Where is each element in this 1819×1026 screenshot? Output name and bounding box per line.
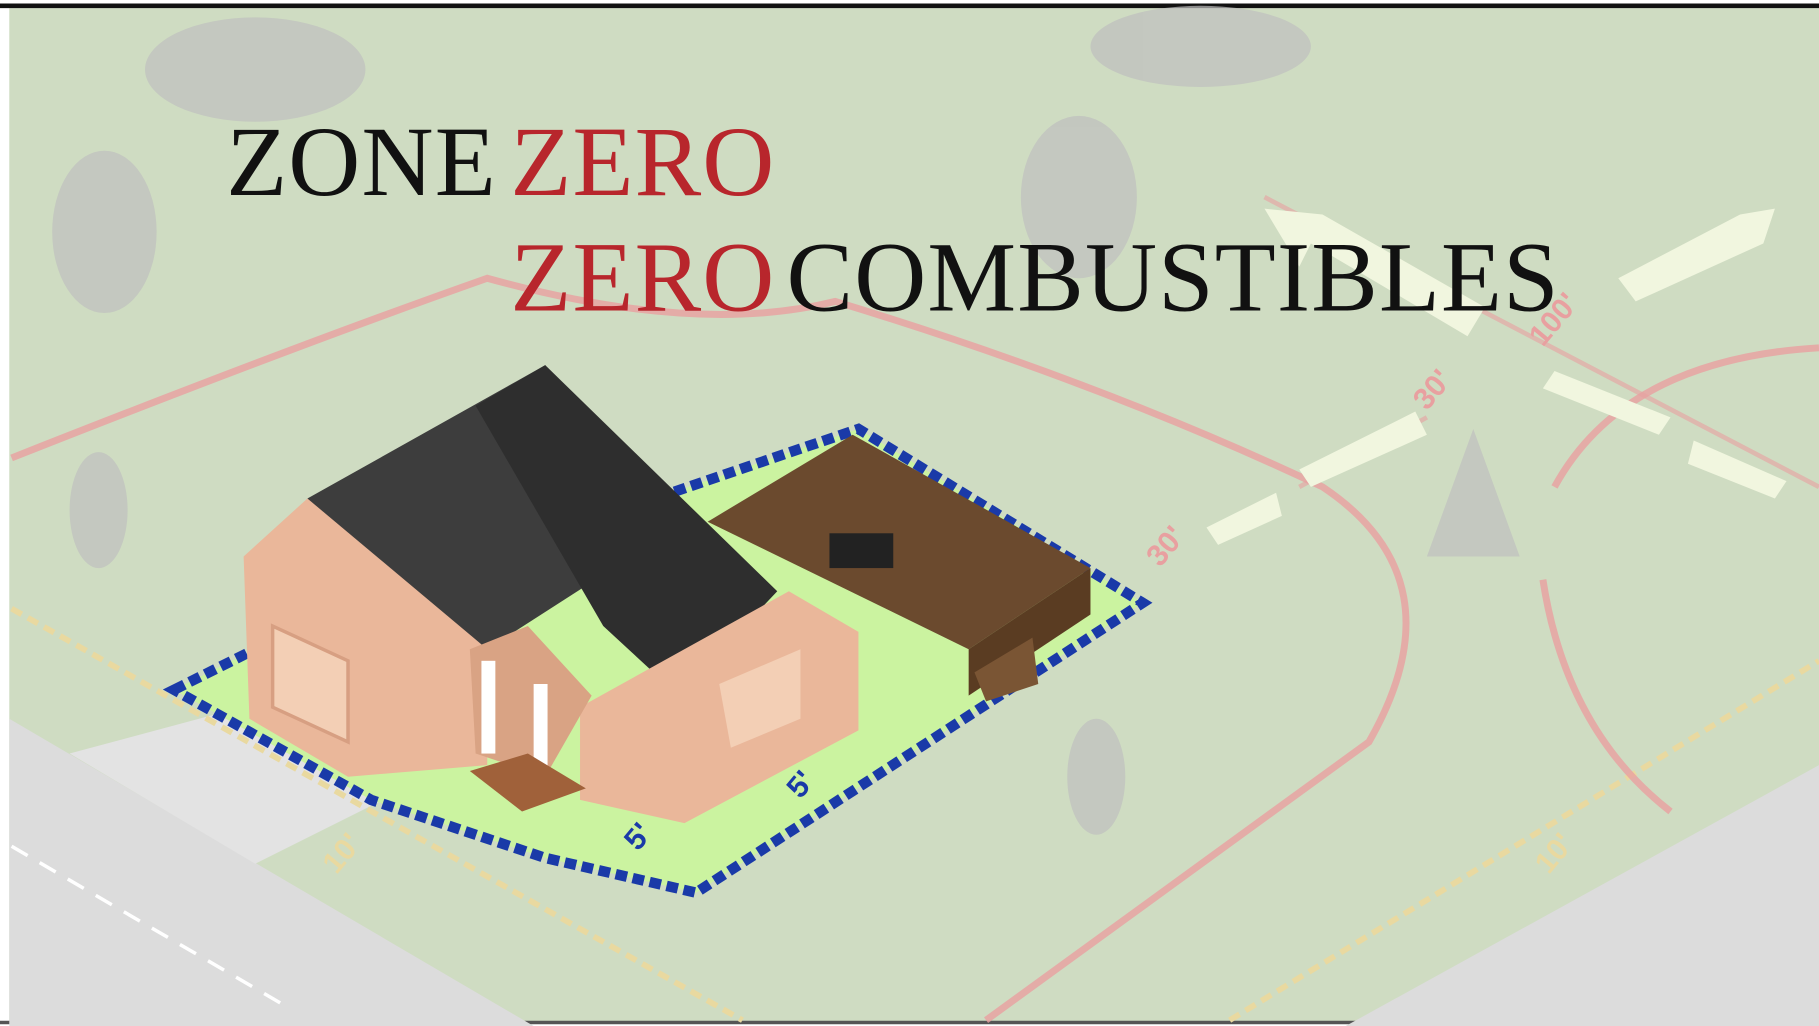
porch-column bbox=[533, 684, 548, 777]
deck bbox=[707, 434, 1091, 650]
roof bbox=[475, 365, 778, 696]
zone-boundary bbox=[1539, 344, 1819, 815]
table bbox=[829, 533, 894, 569]
title-word: ZERO bbox=[510, 222, 775, 333]
garage-door bbox=[270, 623, 350, 745]
zone-boundary bbox=[10, 274, 1410, 1024]
title-word: COMBUSTIBLES bbox=[787, 222, 1560, 333]
porch-column bbox=[481, 660, 496, 754]
property-line bbox=[1228, 658, 1819, 1023]
property-line bbox=[10, 606, 744, 1023]
porch-steps bbox=[469, 753, 586, 812]
window bbox=[719, 649, 801, 748]
title-word: ZONE bbox=[226, 106, 497, 217]
title-word: ZERO bbox=[510, 106, 775, 217]
driveway bbox=[69, 712, 383, 864]
house-wall bbox=[580, 591, 859, 824]
deck-stairs bbox=[974, 637, 1039, 702]
porch bbox=[469, 626, 592, 777]
road-line bbox=[10, 844, 291, 1011]
road bbox=[9, 718, 534, 1026]
trees bbox=[52, 5, 1520, 835]
arrows bbox=[1206, 208, 1787, 545]
